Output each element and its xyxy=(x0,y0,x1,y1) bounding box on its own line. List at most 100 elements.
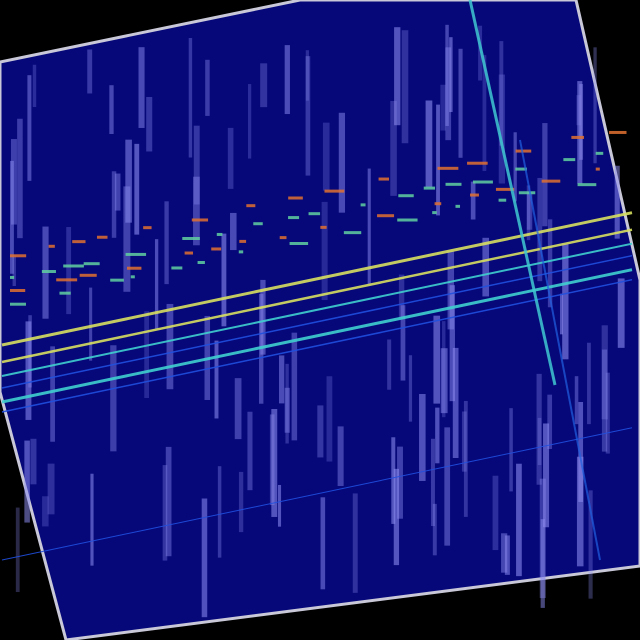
vertical-streak xyxy=(90,473,94,566)
vertical-streak xyxy=(540,519,545,608)
vertical-streak xyxy=(285,363,289,444)
vertical-streak xyxy=(154,239,159,329)
signal-dash xyxy=(472,180,493,184)
signal-dash xyxy=(211,247,222,251)
vertical-streak xyxy=(305,50,309,101)
diagonal-signal xyxy=(468,0,557,386)
vertical-streak xyxy=(193,125,200,205)
vertical-streak xyxy=(162,465,168,561)
signal-dash xyxy=(10,288,26,292)
vertical-streak xyxy=(15,507,20,593)
vertical-streak xyxy=(12,255,16,286)
signal-dash xyxy=(125,252,147,256)
signal-dash xyxy=(10,254,27,258)
vertical-streak xyxy=(227,127,234,189)
vertical-streak xyxy=(317,405,324,458)
vertical-streak xyxy=(123,186,131,292)
vertical-streak xyxy=(390,100,397,196)
signal-dash xyxy=(378,177,390,181)
signal-dash xyxy=(609,130,627,134)
vertical-streak xyxy=(201,498,208,618)
vertical-streak xyxy=(536,373,542,485)
vertical-streak xyxy=(47,463,55,515)
vertical-streak xyxy=(166,303,174,390)
vertical-streak xyxy=(193,176,200,246)
vertical-streak xyxy=(543,423,550,528)
signal-dash xyxy=(398,194,414,198)
vertical-streak xyxy=(445,24,449,126)
vertical-streak xyxy=(526,185,531,241)
vertical-streak xyxy=(28,315,32,388)
vertical-streak xyxy=(577,81,583,184)
vertical-streak xyxy=(291,332,298,441)
vertical-streak xyxy=(230,212,237,251)
signal-dash xyxy=(308,212,321,216)
signal-dash xyxy=(577,183,597,187)
vertical-streak xyxy=(30,438,37,485)
vertical-streak xyxy=(260,279,266,355)
signal-dash xyxy=(79,273,97,277)
vertical-streak xyxy=(66,227,72,315)
signal-dash xyxy=(377,214,395,218)
vertical-streak xyxy=(400,305,406,381)
vertical-streak xyxy=(125,139,132,223)
vertical-streak xyxy=(138,47,145,128)
vertical-streak xyxy=(188,37,193,158)
vertical-streak xyxy=(247,84,252,159)
vertical-streak xyxy=(205,59,210,116)
vertical-streak xyxy=(547,219,553,308)
vertical-streak xyxy=(458,48,463,158)
signal-dashes xyxy=(10,130,627,306)
signal-dash xyxy=(437,166,459,170)
signal-line xyxy=(1,254,633,389)
vertical-streak xyxy=(114,173,121,211)
vertical-streak xyxy=(461,411,467,472)
vertical-streak xyxy=(260,63,268,108)
vertical-streak xyxy=(408,355,413,422)
vertical-streak xyxy=(234,378,242,440)
vertical-streak xyxy=(601,349,608,452)
vertical-streak xyxy=(587,342,591,425)
vertical-streak xyxy=(247,411,253,491)
vertical-streak xyxy=(17,118,23,239)
vertical-streak xyxy=(394,27,401,126)
signal-dash xyxy=(10,275,15,279)
vertical-streak xyxy=(601,325,608,420)
vertical-streak xyxy=(605,372,610,454)
signal-dash xyxy=(595,151,604,155)
signal-dash xyxy=(563,158,576,162)
vertical-streak xyxy=(134,143,140,235)
signal-dash xyxy=(320,225,327,229)
signal-dash xyxy=(143,226,152,230)
vertical-streak xyxy=(42,496,49,527)
signal-dash xyxy=(469,193,479,197)
signal-dash xyxy=(498,198,507,202)
vertical-streak xyxy=(562,244,569,360)
vertical-streak xyxy=(492,475,499,551)
vertical-streak xyxy=(338,112,346,213)
vertical-streak xyxy=(238,471,244,533)
vertical-streak xyxy=(397,446,403,519)
signal-dash xyxy=(96,235,108,239)
vertical-streak xyxy=(433,315,441,404)
signal-dash xyxy=(289,242,309,246)
vertical-streak xyxy=(449,285,455,402)
vertical-streak xyxy=(111,171,117,238)
signal-dash xyxy=(56,278,78,282)
vertical-streak xyxy=(432,503,437,556)
vertical-streak xyxy=(504,535,510,575)
signal-dash xyxy=(324,189,345,193)
signal-dash xyxy=(130,275,135,279)
vertical-streak xyxy=(537,417,542,466)
signal-dash xyxy=(10,302,26,306)
vertical-streak xyxy=(444,427,451,546)
vertical-streak xyxy=(593,47,597,164)
vertical-streak xyxy=(513,132,517,202)
signal-dash xyxy=(83,262,100,266)
vertical-streak xyxy=(574,376,579,425)
vertical-streak xyxy=(547,394,553,450)
vertical-streak xyxy=(435,407,440,464)
